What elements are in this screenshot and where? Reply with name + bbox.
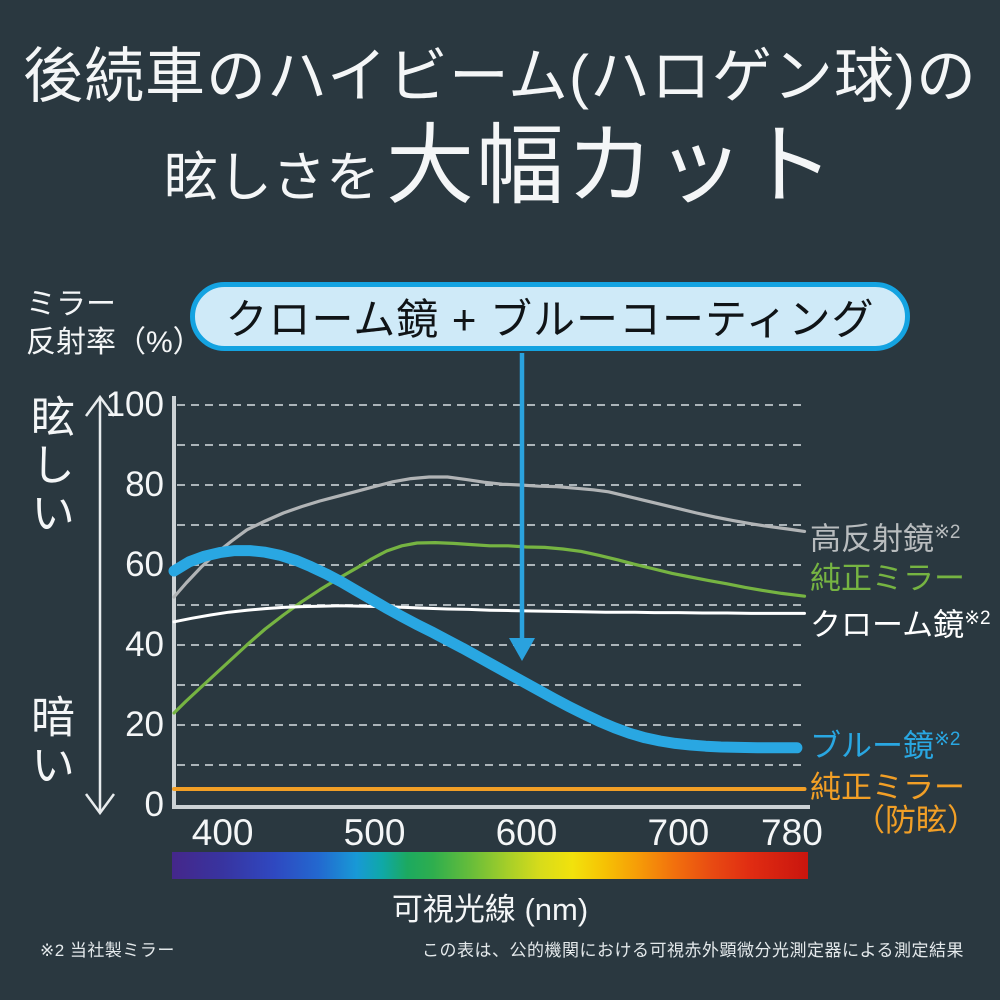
series-line-2	[172, 604, 806, 624]
legend-label: ブルー鏡※2	[810, 728, 961, 764]
callout-arrow-head	[509, 638, 535, 661]
y-axis-unit-line2: 反射率（%）	[26, 325, 203, 359]
legend-footnote-mark: ※2	[934, 729, 961, 750]
legend-item: ブルー鏡※2	[810, 723, 961, 762]
series-line-4	[168, 545, 803, 754]
legend-label: 高反射鏡※2	[810, 521, 961, 557]
title-line2-small: 眩しさを	[163, 148, 380, 208]
legend-label: 純正ミラー	[810, 561, 965, 596]
series-line-1	[172, 540, 807, 715]
x-tick-label: 500	[343, 812, 406, 853]
legend-footnote-mark: ※2	[964, 608, 991, 629]
footnote-left: ※2 当社製ミラー	[40, 941, 175, 960]
y-tick-label: 40	[125, 625, 164, 664]
title-line2-big: 大幅カット	[385, 116, 836, 215]
page-title: 後続車のハイビーム(ハロゲン球)の 眩しさを 大幅カット	[0, 44, 1000, 215]
y-axis-unit-label: ミラー 反射率（%）	[26, 286, 203, 361]
legend-item: 純正ミラー	[810, 562, 965, 595]
title-line1: 後続車のハイビーム(ハロゲン球)の	[23, 43, 977, 110]
series-line-0	[172, 475, 807, 599]
x-tick-label: 700	[647, 812, 710, 853]
y-tick-label: 80	[125, 465, 164, 504]
legend-footnote-mark: ※2	[934, 522, 961, 543]
x-tick-label: 400	[191, 812, 254, 853]
y-tick-label: 20	[125, 705, 164, 744]
x-tick-label: 780	[761, 812, 823, 853]
legend-label: クローム鏡※2	[810, 607, 991, 643]
visible-light-spectrum-bar	[172, 852, 808, 879]
x-axis-label: 可視光線 (nm)	[391, 892, 589, 927]
y-axis-dark-label: 暗い	[24, 694, 73, 790]
title-line2: 眩しさを 大幅カット	[0, 116, 1000, 215]
y-tick-label: 0	[144, 785, 164, 824]
callout-bubble: クローム鏡 + ブルーコーティング	[190, 282, 910, 351]
legend-label-line2: （防眩）	[854, 803, 978, 838]
legend-item: 純正ミラー （防眩）	[810, 771, 978, 837]
legend-label: 純正ミラー	[810, 770, 965, 805]
y-tick-label: 60	[125, 545, 164, 584]
arrow-down-head	[84, 793, 116, 816]
footnote-right: この表は、公的機関における可視赤外顕微分光測定器による測定結果	[422, 941, 964, 960]
x-tick-label: 600	[495, 812, 558, 853]
legend-item: 高反射鏡※2	[810, 516, 961, 555]
arrow-up-head	[84, 394, 116, 417]
y-tick-label: 100	[105, 385, 164, 424]
legend-item: クローム鏡※2	[810, 602, 991, 641]
y-axis-bright-label: 眩しい	[24, 394, 73, 538]
callout-text: クローム鏡 + ブルーコーティング	[225, 296, 875, 343]
y-axis-unit-line1: ミラー	[26, 288, 116, 321]
